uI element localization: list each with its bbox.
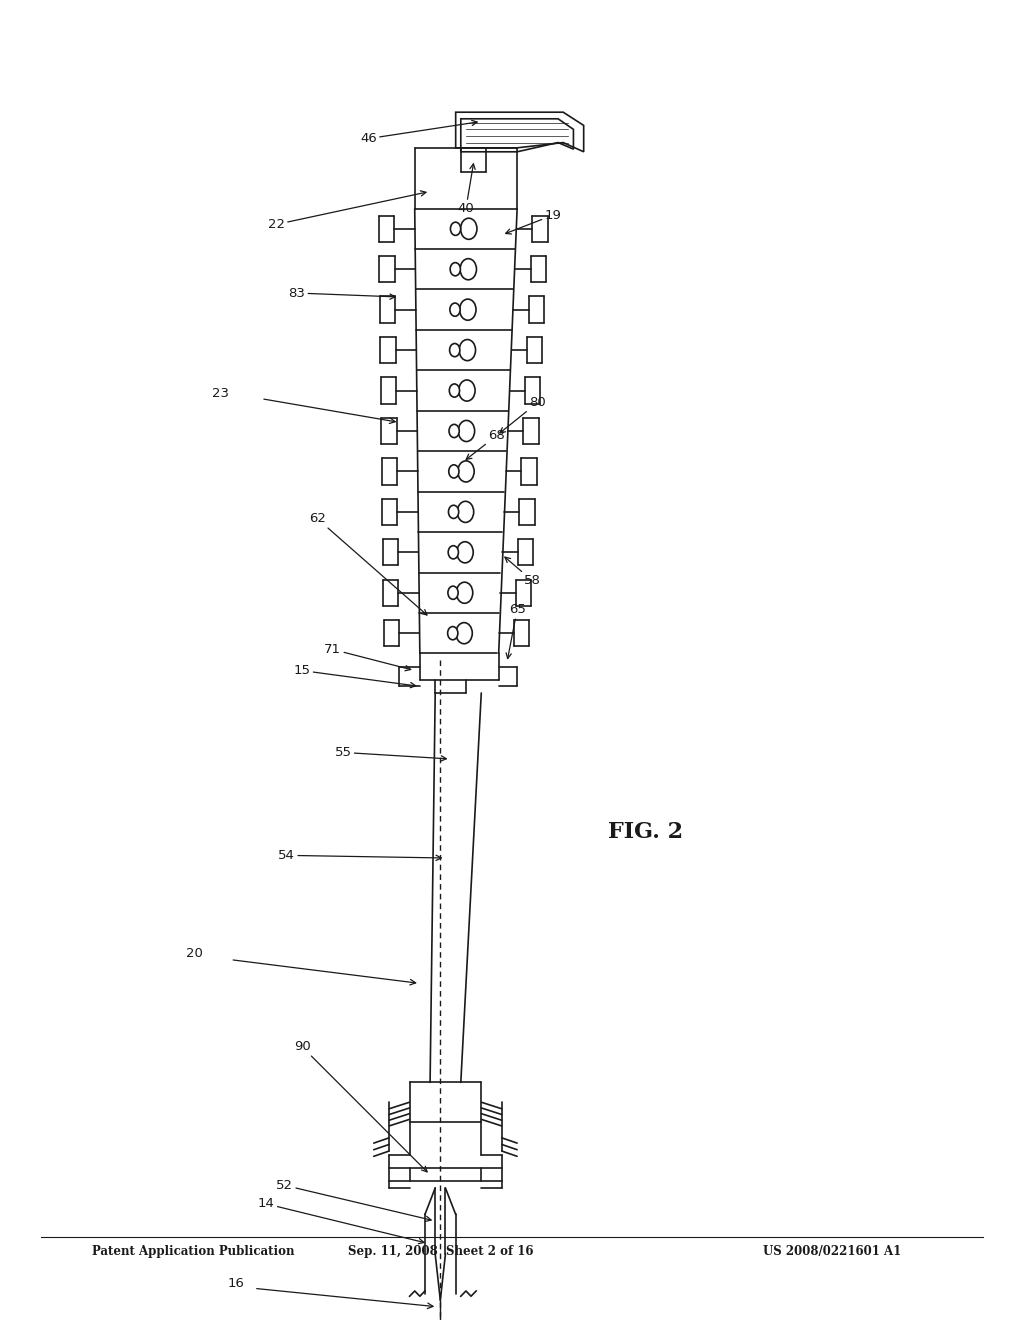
Circle shape	[459, 339, 475, 360]
Text: 22: 22	[268, 191, 426, 231]
Text: 55: 55	[335, 746, 446, 762]
Circle shape	[457, 541, 473, 562]
Text: 46: 46	[360, 120, 477, 145]
Text: 52: 52	[276, 1179, 431, 1221]
Text: 19: 19	[506, 209, 561, 234]
Text: 90: 90	[294, 1040, 427, 1172]
Circle shape	[461, 218, 477, 239]
Circle shape	[451, 263, 461, 276]
Text: 16: 16	[227, 1276, 244, 1290]
Text: 80: 80	[500, 396, 546, 433]
Text: 62: 62	[309, 512, 427, 615]
Circle shape	[457, 582, 473, 603]
Text: 14: 14	[258, 1197, 424, 1243]
Circle shape	[459, 380, 475, 401]
Circle shape	[447, 627, 458, 640]
Text: FIG. 2: FIG. 2	[607, 821, 683, 842]
Circle shape	[450, 304, 460, 317]
Circle shape	[458, 502, 474, 523]
Text: 23: 23	[212, 387, 228, 400]
Circle shape	[450, 343, 460, 356]
Circle shape	[449, 425, 460, 438]
Text: 20: 20	[186, 946, 203, 960]
Circle shape	[450, 384, 460, 397]
Circle shape	[456, 623, 472, 644]
Text: 83: 83	[289, 286, 395, 300]
Text: 40: 40	[458, 164, 475, 215]
Circle shape	[449, 465, 459, 478]
Text: Sep. 11, 2008  Sheet 2 of 16: Sep. 11, 2008 Sheet 2 of 16	[347, 1245, 534, 1258]
Circle shape	[460, 300, 476, 321]
Text: 68: 68	[466, 429, 505, 459]
Circle shape	[447, 586, 458, 599]
Circle shape	[458, 461, 474, 482]
Circle shape	[460, 259, 476, 280]
Text: 65: 65	[506, 603, 525, 659]
Text: 71: 71	[325, 643, 411, 671]
Circle shape	[449, 545, 459, 558]
Text: 54: 54	[279, 849, 441, 862]
Text: Patent Application Publication: Patent Application Publication	[92, 1245, 295, 1258]
Text: 58: 58	[505, 557, 541, 587]
Circle shape	[449, 506, 459, 519]
Text: 15: 15	[294, 664, 416, 688]
Circle shape	[459, 420, 475, 441]
Text: US 2008/0221601 A1: US 2008/0221601 A1	[763, 1245, 901, 1258]
Circle shape	[451, 222, 461, 235]
